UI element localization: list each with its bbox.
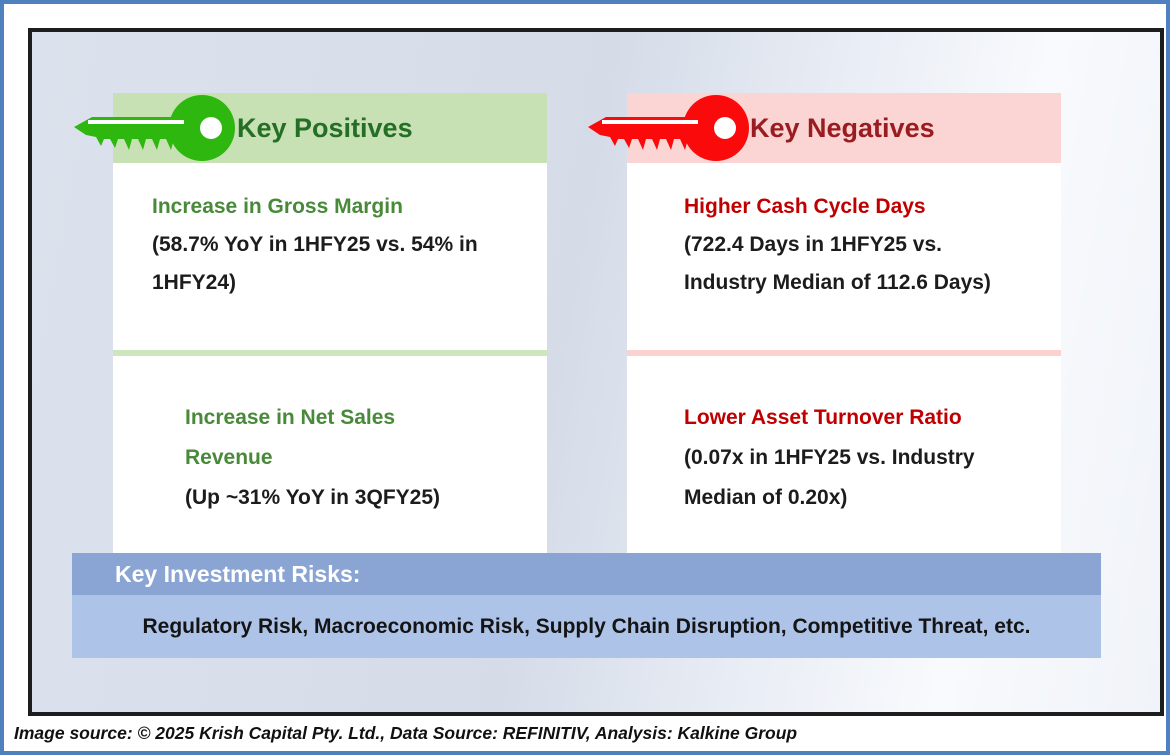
footer: Image source: © 2025 Krish Capital Pty. …: [4, 716, 1166, 751]
card-detail-line: Median of 0.20x): [684, 486, 848, 509]
positives-divider: [113, 350, 547, 356]
key-positives-title: Key Positives: [237, 112, 413, 143]
negatives-card-cash-cycle: Higher Cash Cycle Days (722.4 Days in 1H…: [627, 163, 1061, 350]
card-detail-line: (0.07x in 1HFY25 vs. Industry: [684, 446, 975, 469]
card-detail-line: (722.4 Days in 1HFY25 vs.: [684, 233, 942, 256]
negatives-card-asset-turnover: Lower Asset Turnover Ratio (0.07x in 1HF…: [627, 356, 1061, 553]
card-detail-line: Industry Median of 112.6 Days): [684, 271, 991, 294]
card-detail-line: (58.7% YoY in 1HFY25 vs. 54% in: [152, 233, 478, 256]
card-title-line: Lower Asset Turnover Ratio: [684, 406, 962, 429]
risks-title: Key Investment Risks:: [115, 560, 361, 587]
card-detail-line: (Up ~31% YoY in 3QFY25): [185, 486, 441, 509]
card-title-line: Revenue: [185, 446, 273, 469]
red-key-icon: [588, 95, 749, 161]
key-negatives-title: Key Negatives: [750, 112, 935, 143]
risks-list-text: Regulatory Risk, Macroeconomic Risk, Sup…: [142, 614, 1031, 638]
positives-card-net-sales: Increase in Net Sales Revenue (Up ~31% Y…: [113, 356, 547, 553]
risks-list-band: Regulatory Risk, Macroeconomic Risk, Sup…: [72, 595, 1101, 658]
card-title-line: Increase in Net Sales: [185, 406, 396, 429]
positives-card-gross-margin: Increase in Gross Margin (58.7% YoY in 1…: [113, 163, 547, 350]
negatives-divider: [627, 350, 1061, 356]
risks-header-band: Key Investment Risks:: [72, 553, 1101, 595]
card-title-line: Higher Cash Cycle Days: [684, 195, 926, 218]
card-title-line: Increase in Gross Margin: [152, 195, 403, 218]
card-detail-line: 1HFY24): [152, 271, 237, 294]
footer-attribution: Image source: © 2025 Krish Capital Pty. …: [14, 723, 798, 743]
green-key-icon: [74, 95, 235, 161]
